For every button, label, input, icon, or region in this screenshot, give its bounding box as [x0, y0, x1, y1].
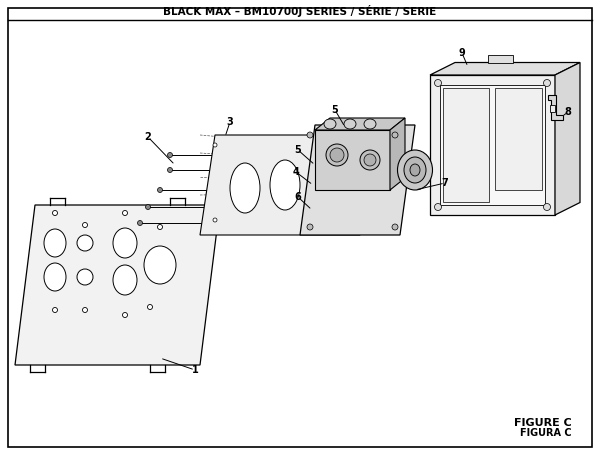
Text: FIGURE C: FIGURE C [514, 418, 572, 428]
Polygon shape [443, 88, 489, 202]
Ellipse shape [330, 148, 344, 162]
Ellipse shape [157, 187, 163, 192]
Ellipse shape [434, 203, 442, 211]
Text: 4: 4 [293, 167, 299, 177]
Ellipse shape [53, 211, 58, 216]
Polygon shape [430, 62, 580, 75]
Ellipse shape [44, 263, 66, 291]
Polygon shape [300, 125, 415, 235]
Text: 2: 2 [145, 132, 151, 142]
Ellipse shape [148, 304, 152, 309]
Ellipse shape [146, 204, 151, 209]
Ellipse shape [213, 143, 217, 147]
Text: BLACK MAX – BM10700J SERIES / SÉRIE / SERIE: BLACK MAX – BM10700J SERIES / SÉRIE / SE… [163, 5, 437, 17]
Polygon shape [555, 62, 580, 215]
Ellipse shape [77, 269, 93, 285]
Ellipse shape [113, 265, 137, 295]
Ellipse shape [270, 160, 300, 210]
Polygon shape [315, 118, 405, 130]
Text: 3: 3 [227, 117, 233, 127]
Ellipse shape [358, 218, 362, 222]
Text: FIGURA C: FIGURA C [520, 428, 572, 438]
Ellipse shape [213, 218, 217, 222]
Text: 1: 1 [191, 365, 199, 375]
Ellipse shape [157, 224, 163, 229]
Ellipse shape [410, 164, 420, 176]
Ellipse shape [44, 229, 66, 257]
Polygon shape [430, 75, 555, 215]
Polygon shape [495, 88, 542, 190]
Ellipse shape [392, 224, 398, 230]
Ellipse shape [167, 152, 173, 157]
Ellipse shape [83, 222, 88, 228]
Text: 9: 9 [458, 48, 466, 58]
Ellipse shape [434, 80, 442, 86]
Ellipse shape [344, 119, 356, 129]
Text: 8: 8 [565, 107, 571, 117]
Ellipse shape [392, 132, 398, 138]
Ellipse shape [364, 154, 376, 166]
Ellipse shape [360, 150, 380, 170]
Text: 5: 5 [295, 145, 301, 155]
Text: 5: 5 [332, 105, 338, 115]
Ellipse shape [307, 132, 313, 138]
Polygon shape [15, 205, 220, 365]
Ellipse shape [53, 308, 58, 313]
Text: 7: 7 [442, 178, 448, 188]
Ellipse shape [230, 163, 260, 213]
Ellipse shape [315, 162, 345, 212]
Polygon shape [200, 135, 375, 235]
Ellipse shape [358, 143, 362, 147]
Ellipse shape [326, 144, 348, 166]
Ellipse shape [307, 224, 313, 230]
Polygon shape [390, 118, 405, 190]
Ellipse shape [122, 313, 128, 318]
Ellipse shape [137, 221, 143, 226]
Polygon shape [315, 130, 390, 190]
Polygon shape [548, 95, 563, 120]
Polygon shape [487, 55, 512, 62]
Ellipse shape [113, 228, 137, 258]
Ellipse shape [324, 119, 336, 129]
Ellipse shape [404, 157, 426, 183]
Text: 6: 6 [295, 192, 301, 202]
Ellipse shape [77, 235, 93, 251]
Ellipse shape [122, 211, 128, 216]
Ellipse shape [167, 167, 173, 172]
Ellipse shape [544, 80, 551, 86]
Polygon shape [550, 105, 555, 112]
Ellipse shape [144, 246, 176, 284]
Polygon shape [440, 85, 545, 205]
Ellipse shape [398, 150, 433, 190]
Ellipse shape [544, 203, 551, 211]
Ellipse shape [364, 119, 376, 129]
Ellipse shape [83, 308, 88, 313]
